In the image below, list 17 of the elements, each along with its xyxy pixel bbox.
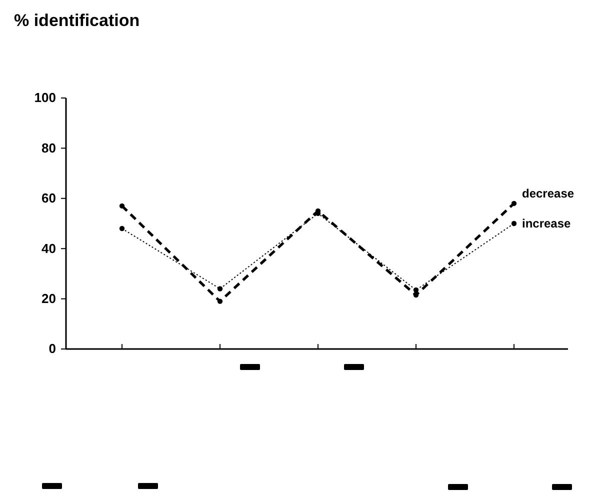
y-axis-title: % identification bbox=[14, 11, 140, 30]
point bbox=[413, 292, 419, 298]
y-tick-label: 0 bbox=[48, 341, 56, 356]
series-label: increase bbox=[522, 216, 572, 230]
series-label: decrease bbox=[522, 186, 574, 200]
point bbox=[119, 203, 125, 209]
point bbox=[511, 200, 517, 206]
point bbox=[511, 220, 517, 226]
y-tick-label: 60 bbox=[42, 190, 56, 206]
y-tick-label: 20 bbox=[42, 290, 56, 306]
y-tick-label: 40 bbox=[42, 240, 56, 256]
y-tick-label: 100 bbox=[34, 90, 56, 106]
point bbox=[413, 287, 419, 293]
point bbox=[217, 298, 223, 304]
y-tick-label: 80 bbox=[42, 140, 56, 156]
point bbox=[217, 286, 223, 292]
point bbox=[119, 226, 125, 232]
